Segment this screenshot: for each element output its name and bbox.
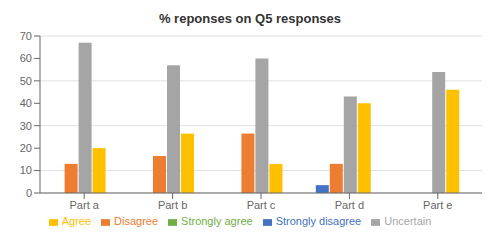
html-text:Uncertain: Uncertain (384, 215, 432, 227)
html-text:Agree: Agree (61, 215, 91, 227)
svg-text:Part c: Part c (247, 199, 276, 211)
html-text:% reponses on Q5 responses: % reponses on Q5 responses (159, 11, 341, 26)
svg-text:50: 50 (20, 75, 32, 87)
svg-text:Part d: Part d (335, 199, 364, 211)
html-text:Strongly disagree: Strongly disagree (275, 215, 362, 227)
svg-text:20: 20 (20, 142, 32, 154)
html-text:Disagree: Disagree (114, 215, 159, 227)
svg-text:Part a: Part a (70, 199, 100, 211)
svg-text:40: 40 (20, 97, 32, 109)
svg-text:60: 60 (20, 52, 32, 64)
html-text:Strongly agree: Strongly agree (181, 215, 253, 227)
svg-text:10: 10 (20, 164, 32, 176)
svg-text:30: 30 (20, 120, 32, 132)
svg-text:Part b: Part b (158, 199, 187, 211)
svg-text:Part e: Part e (423, 199, 452, 211)
svg-text:0: 0 (26, 187, 32, 199)
svg-text:70: 70 (20, 30, 32, 42)
